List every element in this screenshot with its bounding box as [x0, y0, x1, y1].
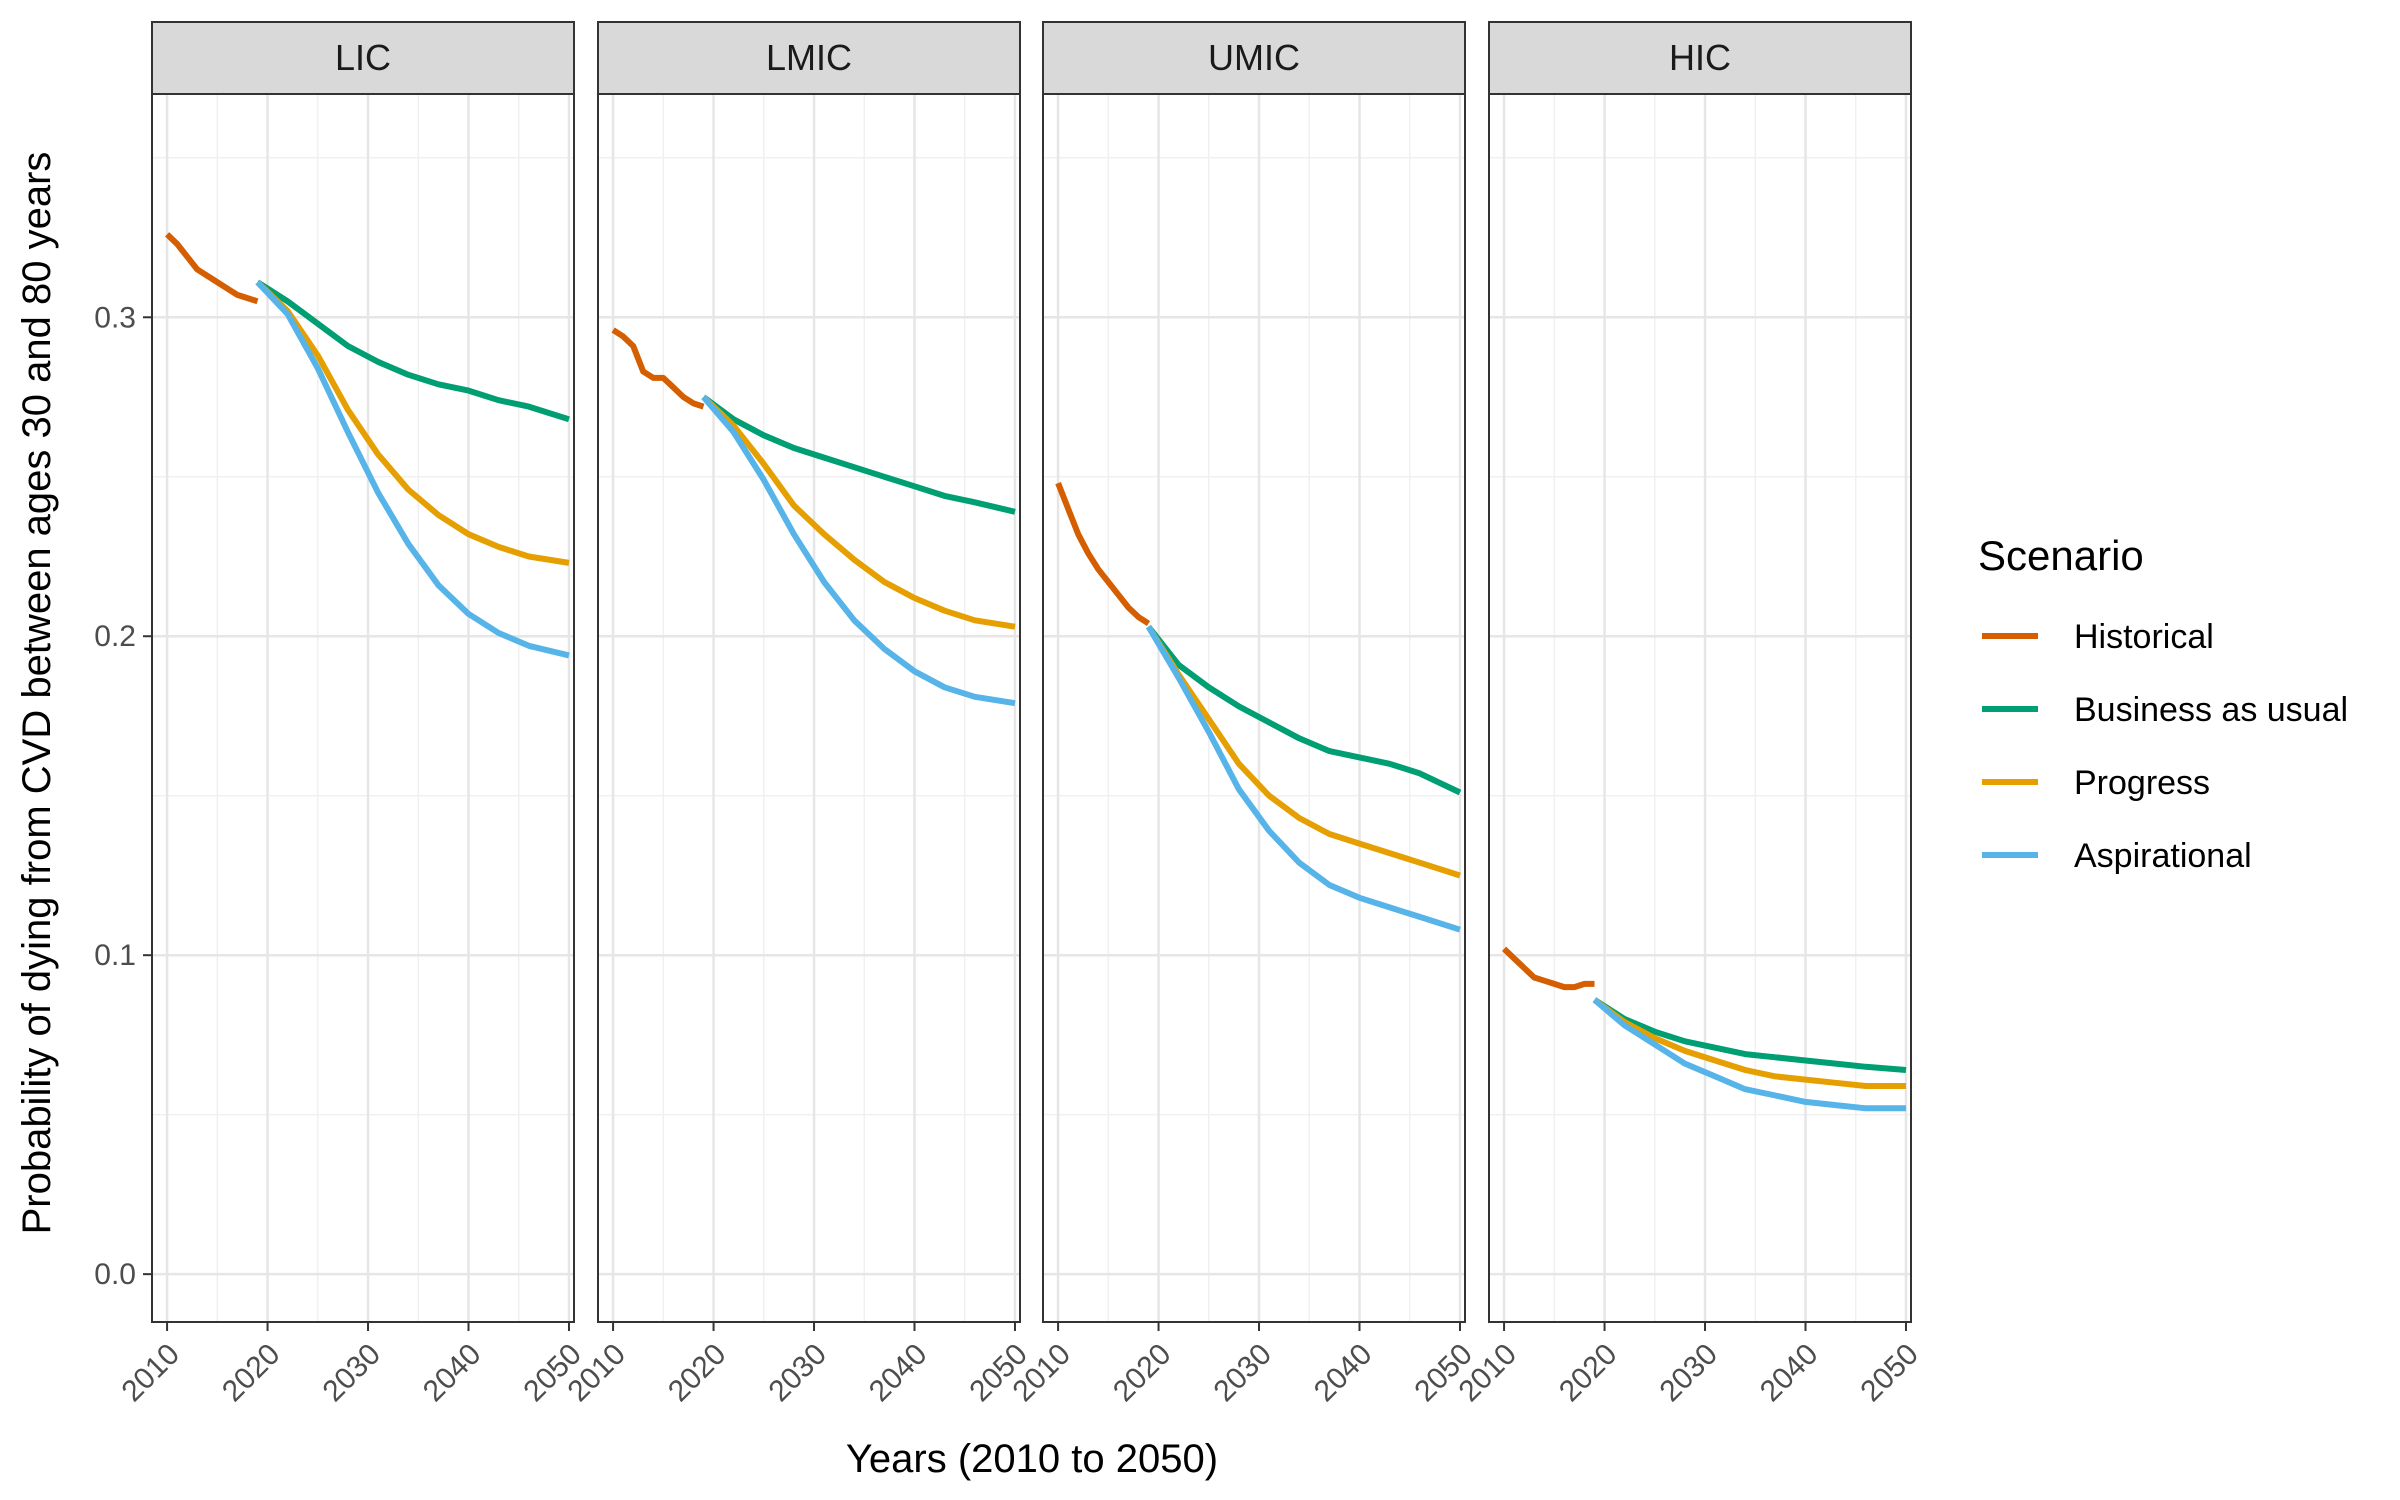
x-tick-label: 2030 [316, 1338, 387, 1409]
y-tick-label: 0.2 [94, 620, 136, 653]
legend-label-aspirational: Aspirational [2074, 837, 2252, 875]
legend-label-historical: Historical [2074, 618, 2214, 656]
panel-border-lmic [597, 93, 1021, 1323]
y-tick-label: 0.1 [94, 939, 136, 972]
x-tick-label: 2040 [1308, 1338, 1379, 1409]
legend: Scenario Historical Business as usual Prog… [1978, 532, 2348, 875]
x-tick-label: 2030 [1207, 1338, 1278, 1409]
legend-item-progress: Progress [1982, 764, 2210, 802]
strip-hic [1488, 21, 1912, 95]
gridlines-lmic [598, 94, 1020, 1322]
x-tick-label: 2010 [115, 1338, 186, 1409]
x-axis-title: Years (2010 to 2050) [846, 1437, 1218, 1481]
plot-background-lic [152, 94, 574, 1322]
series-line-lmic-historical [611, 327, 705, 410]
strip-lic [151, 21, 575, 95]
panel-border-umic [1042, 93, 1466, 1323]
y-tick-label: 0.3 [94, 301, 136, 334]
series-lines-hic [1502, 946, 1907, 1112]
series-line-lic-business-as-usual [255, 279, 570, 423]
series-line-lic-progress [255, 280, 570, 566]
x-tick-label: 2040 [417, 1338, 488, 1409]
series-line-hic-progress [1592, 997, 1906, 1089]
gridlines-hic [1489, 94, 1911, 1322]
series-line-lmic-progress [701, 394, 1016, 630]
x-tick-label: 2020 [662, 1338, 733, 1409]
series-line-umic-business-as-usual [1146, 624, 1462, 796]
series-line-umic-aspirational [1145, 625, 1461, 933]
panel-border-hic [1488, 93, 1912, 1323]
strip-label-lmic: LMIC [766, 37, 852, 78]
series-line-hic-historical [1502, 946, 1595, 991]
legend-items: Historical Business as usual Progress Aspir… [1982, 618, 2348, 875]
x-axis-umic: 2010 2020 2030 2040 2050 [1006, 1322, 1479, 1409]
legend-label-business-as-usual: Business as usual [2074, 691, 2348, 729]
legend-title: Scenario [1978, 532, 2144, 579]
series-line-hic-business-as-usual [1592, 997, 1907, 1073]
legend-label-progress: Progress [2074, 764, 2210, 802]
strip-label-lic: LIC [335, 37, 391, 78]
x-tick-label: 2020 [216, 1338, 287, 1409]
plot-background-umic [1043, 94, 1465, 1322]
series-line-hic-aspirational [1592, 997, 1906, 1112]
x-axis-lic: 2010 2020 2030 2040 2050 [115, 1322, 588, 1409]
legend-item-business-as-usual: Business as usual [1982, 691, 2348, 729]
series-line-umic-progress [1145, 625, 1461, 879]
panel-border-lic [151, 93, 575, 1323]
x-tick-label: 2050 [1854, 1338, 1925, 1409]
series-lines-umic [1055, 482, 1462, 933]
y-axis-title: Probability of dying from CVD between ag… [15, 152, 59, 1235]
series-line-umic-historical [1055, 482, 1151, 627]
x-tick-label: 2020 [1553, 1338, 1624, 1409]
strip-lmic [597, 21, 1021, 95]
plot-background-hic [1489, 94, 1911, 1322]
x-axis-hic: 2010 2020 2030 2040 2050 [1452, 1322, 1925, 1409]
y-tick-label: 0.0 [94, 1258, 136, 1291]
series-lines-lmic [611, 327, 1016, 707]
x-tick-label: 2030 [1653, 1338, 1724, 1409]
x-axis-lmic: 2010 2020 2030 2040 2050 [561, 1322, 1034, 1409]
series-line-lic-historical [165, 232, 259, 305]
gridlines-lic [152, 94, 574, 1322]
x-tick-label: 2030 [762, 1338, 833, 1409]
strip-label-hic: HIC [1669, 37, 1731, 78]
plot-background-lmic [598, 94, 1020, 1322]
strip-label-umic: UMIC [1208, 37, 1300, 78]
legend-item-aspirational: Aspirational [1982, 837, 2252, 875]
series-line-lmic-business-as-usual [701, 394, 1016, 515]
legend-item-historical: Historical [1982, 618, 2214, 656]
y-axis: 0.0 0.1 0.2 0.3 [94, 301, 152, 1291]
series-line-lic-aspirational [255, 280, 570, 659]
series-lines-lic [165, 232, 570, 659]
x-tick-label: 2020 [1107, 1338, 1178, 1409]
strip-umic [1042, 21, 1466, 95]
x-tick-label: 2040 [863, 1338, 934, 1409]
x-tick-label: 2040 [1754, 1338, 1825, 1409]
series-line-lmic-aspirational [701, 395, 1016, 707]
gridlines-umic [1043, 94, 1465, 1322]
